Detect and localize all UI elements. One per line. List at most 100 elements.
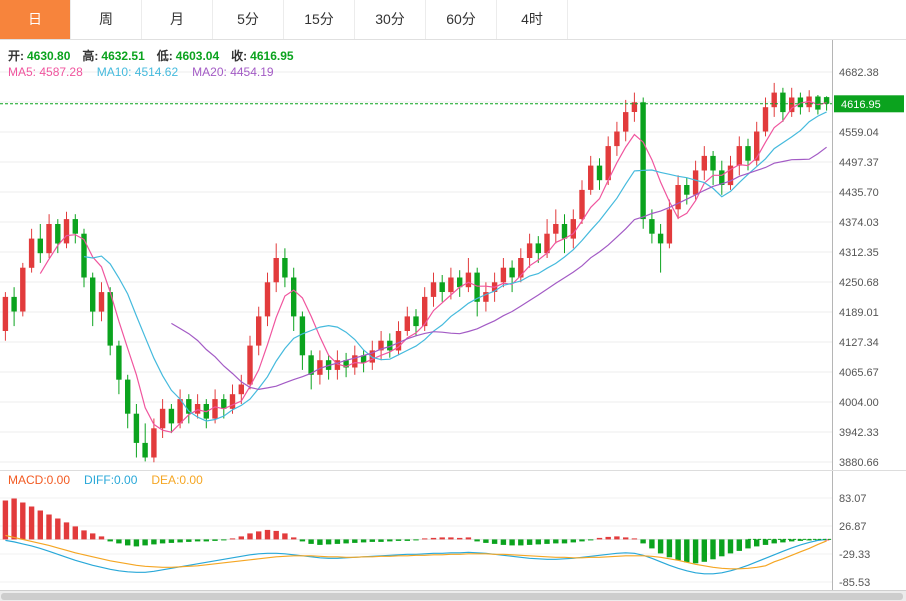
candle-body — [334, 360, 341, 370]
candle-body — [378, 340, 384, 351]
macd-bar — [710, 539, 716, 560]
tab-5分[interactable]: 5分 — [213, 0, 284, 39]
candle-body — [116, 345, 122, 380]
candle-body — [177, 399, 183, 424]
candle-body — [142, 442, 148, 458]
ma20-readout: MA20: 4454.19 — [192, 65, 274, 79]
macd-bar — [789, 539, 795, 542]
ma5-line — [39, 100, 827, 433]
candle-body — [815, 96, 821, 110]
macd-bar — [125, 539, 131, 546]
macd-bar — [168, 539, 175, 543]
y-axis-label: 4435.70 — [839, 187, 879, 199]
macd-bar — [465, 537, 472, 540]
macd-bar — [727, 539, 734, 554]
macd-bar — [483, 539, 489, 543]
current-price-tag-text: 4616.95 — [841, 99, 881, 111]
macd-bar — [623, 537, 629, 540]
chart-canvas[interactable]: 4616.95 4682.38 4559.04 4497.37 4435.70 4374.… — [0, 40, 906, 590]
candle-body — [107, 292, 113, 346]
candle-body — [797, 97, 804, 108]
ma10-line — [83, 111, 827, 422]
macd-bar — [203, 539, 209, 542]
candle-body — [430, 282, 437, 297]
candle-body — [684, 185, 690, 195]
macd-bar — [491, 539, 498, 544]
macd-bar — [395, 539, 402, 541]
current-price-tag-box — [834, 95, 904, 113]
macd-axis-label: -29.33 — [839, 549, 870, 561]
macd-bar — [142, 539, 148, 546]
macd-bar — [291, 537, 297, 540]
tab-60分[interactable]: 60分 — [426, 0, 497, 39]
open-value: 4630.80 — [27, 49, 71, 63]
candle-body — [631, 102, 638, 112]
candle-body — [710, 155, 716, 171]
macd-bar — [46, 514, 52, 540]
macd-bar — [247, 533, 253, 540]
macd-bar — [334, 539, 341, 544]
tab-月[interactable]: 月 — [142, 0, 213, 39]
candle-body — [518, 258, 524, 278]
macd-bar — [317, 539, 323, 545]
macd-bar — [640, 539, 646, 544]
tab-周[interactable]: 周 — [71, 0, 142, 39]
macd-bar — [151, 539, 157, 545]
macd-bar — [544, 539, 550, 544]
macd-bar — [797, 539, 804, 541]
candle-body — [649, 219, 655, 234]
macd-bar — [159, 539, 166, 544]
tab-15分[interactable]: 15分 — [284, 0, 355, 39]
candle-body — [745, 146, 751, 161]
candle-body — [299, 316, 306, 356]
macd-bar — [98, 536, 105, 540]
macd-bar — [282, 533, 288, 540]
dea-line — [5, 534, 827, 570]
macd-bar — [422, 538, 428, 540]
open-label: 开: — [8, 49, 24, 63]
candle-body — [509, 267, 515, 278]
y-axis-label: 4127.34 — [839, 337, 879, 349]
dea-readout: DEA:0.00 — [151, 473, 203, 487]
macd-bar — [177, 539, 183, 543]
candle-body — [98, 292, 105, 312]
macd-bar — [308, 539, 314, 544]
macd-bar — [369, 539, 375, 542]
macd-bar — [430, 537, 437, 540]
candle-body — [194, 404, 201, 414]
tab-日[interactable]: 日 — [0, 0, 71, 39]
y-axis-label: 3880.66 — [839, 457, 879, 469]
y-axis-label: 4374.03 — [839, 217, 879, 229]
macd-bar — [360, 539, 367, 543]
macd-bar — [535, 539, 541, 545]
tab-30分[interactable]: 30分 — [355, 0, 426, 39]
candle-body — [264, 282, 271, 317]
candle-body — [666, 209, 673, 244]
candle-body — [404, 316, 410, 331]
candle-body — [238, 384, 244, 395]
macd-axis-label: 26.87 — [839, 521, 867, 533]
macd-bar — [649, 539, 655, 549]
candle-body — [789, 97, 795, 113]
macd-bar — [631, 538, 638, 540]
macd-bar — [500, 539, 507, 545]
macd-bar — [81, 530, 87, 540]
diff-line — [5, 538, 827, 575]
macd-bar — [413, 539, 419, 541]
panel-borders — [0, 40, 906, 590]
candle-body — [72, 219, 78, 234]
candle-body — [692, 170, 699, 195]
horizontal-scrollbar[interactable] — [0, 590, 906, 601]
ma5-line — [39, 100, 827, 433]
macd-bar — [238, 536, 244, 540]
candle-body — [553, 224, 559, 234]
candle-body — [81, 233, 87, 278]
high-label: 高: — [82, 49, 99, 63]
tab-4时[interactable]: 4时 — [497, 0, 568, 39]
candle-body — [448, 277, 454, 293]
candle-body — [526, 243, 533, 258]
ma10-readout: MA10: 4514.62 — [96, 65, 179, 79]
scrollbar-thumb[interactable] — [1, 593, 903, 600]
macd-bar — [588, 539, 594, 541]
